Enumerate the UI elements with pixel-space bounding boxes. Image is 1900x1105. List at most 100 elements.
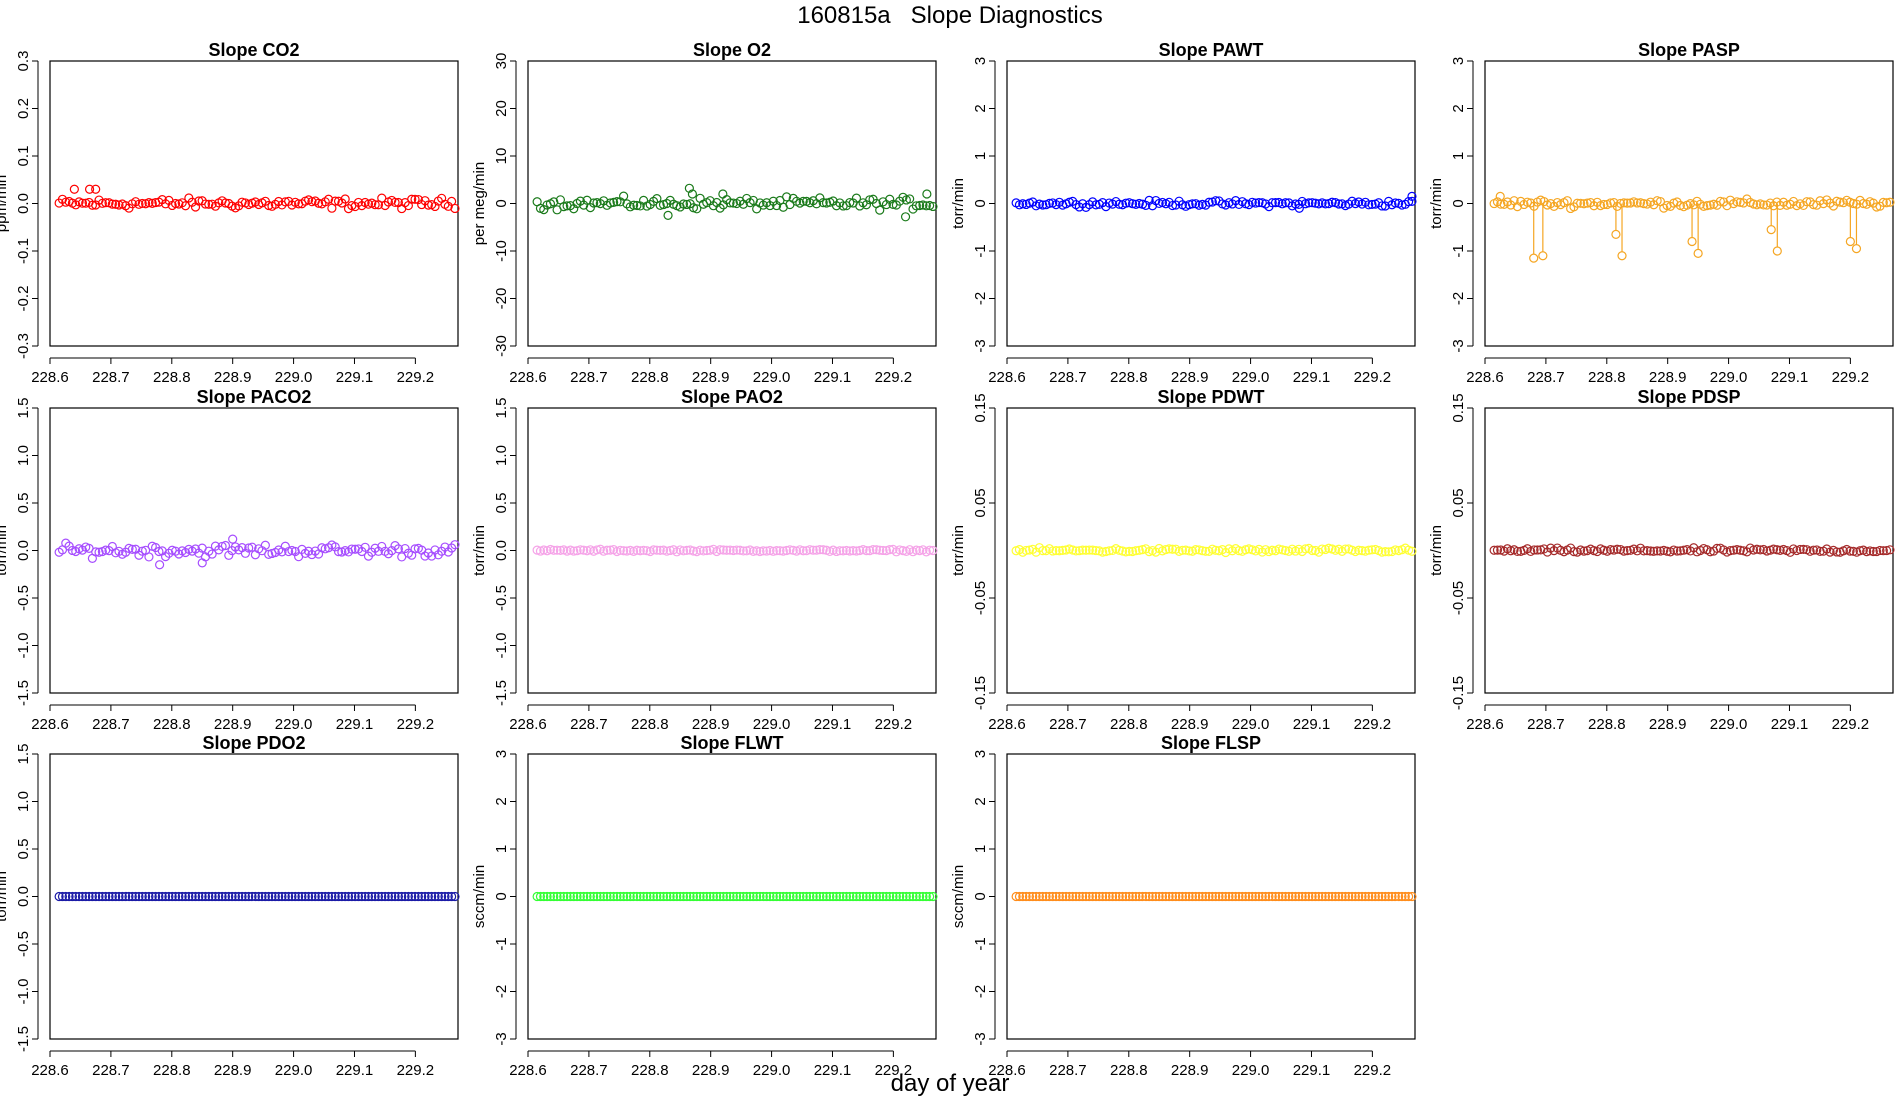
x-tick-label: 229.2 [1832, 369, 1870, 386]
data-point [539, 545, 549, 555]
data-point [619, 191, 629, 201]
data-point [1347, 891, 1357, 902]
data-point [1758, 200, 1769, 210]
y-tick-label: -1 [972, 937, 989, 950]
data-point [845, 197, 855, 208]
data-point [1768, 544, 1779, 554]
data-point [330, 891, 340, 902]
data-point [1862, 547, 1872, 557]
y-tick-label: -0.05 [1450, 581, 1467, 615]
data-point [758, 891, 768, 902]
y-tick-label: 1.5 [15, 398, 32, 419]
panel-title: Slope CO2 [208, 40, 299, 60]
data-point [131, 891, 141, 902]
data-point [702, 545, 712, 556]
data-point [1058, 545, 1068, 555]
data-point [549, 545, 559, 555]
data-point [1858, 198, 1868, 209]
data-point [619, 891, 629, 902]
x-tick-label: 229.2 [1354, 369, 1392, 386]
x-axis-label: day of year [890, 1070, 1010, 1097]
data-point [410, 194, 420, 204]
data-point [323, 891, 334, 902]
data-point [383, 549, 394, 559]
y-tick-label: 1.0 [493, 445, 510, 466]
y-tick-label: -1.0 [15, 979, 32, 1005]
data-point [1117, 891, 1128, 902]
data-point [1885, 545, 1895, 555]
x-tick-label: 229.2 [397, 369, 435, 386]
data-point [1297, 891, 1307, 902]
data-point [1364, 200, 1374, 210]
y-tick-label: -0.15 [1450, 676, 1467, 710]
data-point [1655, 546, 1666, 556]
data-point [1340, 544, 1351, 554]
data-point [579, 891, 589, 902]
data-point [1104, 546, 1114, 556]
data-point [1622, 545, 1632, 556]
data-point [1167, 200, 1178, 211]
data-point [1094, 891, 1104, 902]
data-point [1051, 545, 1061, 556]
data-point [678, 891, 689, 902]
data-point [81, 198, 91, 208]
data-point [821, 198, 832, 208]
data-point [1579, 546, 1589, 556]
data-point [1304, 198, 1314, 208]
data-point [1615, 198, 1626, 209]
data-point [377, 891, 387, 902]
data-point [1357, 891, 1367, 902]
data-point [1211, 545, 1221, 555]
data-point [1234, 891, 1244, 902]
data-point [1231, 891, 1241, 902]
x-tick-label: 229.1 [814, 1062, 852, 1079]
data-point [57, 891, 68, 902]
panel-title: Slope PASP [1638, 40, 1740, 60]
panel-title: Slope O2 [693, 40, 771, 60]
data-point [1071, 891, 1081, 902]
data-point [393, 891, 404, 902]
data-point [1104, 891, 1114, 902]
data-point [91, 184, 101, 194]
data-point [662, 891, 672, 902]
x-tick-label: 228.7 [1049, 716, 1087, 733]
data-point [170, 198, 181, 209]
data-point [1387, 891, 1397, 902]
data-point [615, 891, 625, 902]
data-point [67, 891, 78, 902]
y-tick-label: 1.0 [15, 445, 32, 466]
data-point [214, 891, 224, 902]
data-point [622, 891, 632, 902]
y-tick-label: -1 [972, 244, 989, 257]
data-point [1685, 546, 1695, 556]
data-point [127, 544, 137, 554]
x-tick-label: 229.0 [753, 369, 791, 386]
data-point [1197, 546, 1208, 556]
data-point [74, 891, 84, 902]
data-point [745, 891, 755, 902]
data-point [377, 193, 387, 203]
data-point [838, 891, 848, 902]
data-point [845, 546, 855, 556]
data-point [1314, 891, 1324, 902]
data-point [539, 891, 549, 902]
data-point [1320, 199, 1331, 209]
y-tick-label: 0.0 [15, 540, 32, 561]
data-point [91, 200, 101, 210]
data-point [204, 891, 214, 902]
y-axis-label: torr/min [0, 525, 10, 576]
x-tick-label: 228.6 [509, 716, 547, 733]
data-point [885, 891, 895, 902]
data-point [675, 891, 685, 902]
y-tick-label: 0.3 [15, 51, 32, 72]
data-point [915, 546, 925, 556]
data-point [270, 891, 280, 902]
data-point [818, 891, 828, 902]
y-axis-label: torr/min [1428, 178, 1445, 229]
data-point [1380, 201, 1390, 211]
data-point [1284, 891, 1294, 902]
data-point [655, 200, 665, 210]
data-point [177, 891, 187, 902]
data-point [410, 544, 420, 554]
data-point [585, 203, 595, 213]
